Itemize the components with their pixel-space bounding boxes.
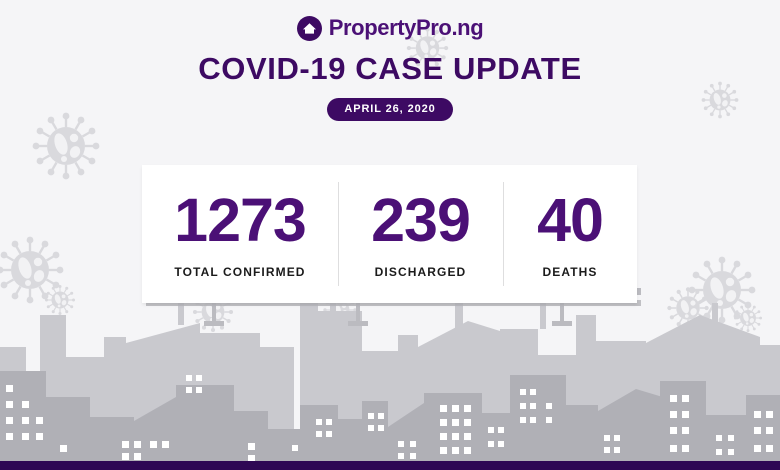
stat-value: 239	[371, 185, 471, 254]
city-skyline	[0, 285, 780, 470]
stat-label: DEATHS	[542, 264, 598, 279]
bottom-accent-bar	[0, 461, 780, 470]
stat-value: 1273	[174, 185, 307, 254]
home-icon	[296, 15, 322, 41]
page-title: COVID-19 CASE UPDATE	[198, 51, 582, 86]
brand-logo[interactable]: PropertyPro.ng	[0, 14, 780, 42]
stat-total-confirmed: 1273 TOTAL CONFIRMED	[142, 165, 338, 303]
brand-name: PropertyPro.ng	[328, 15, 484, 40]
stat-value: 40	[537, 185, 604, 254]
building-windows	[6, 375, 773, 462]
stat-deaths: 40 DEATHS	[503, 165, 637, 303]
poster-header: PropertyPro.ng COVID-19 CASE UPDATE APRI…	[0, 0, 780, 121]
stat-label: TOTAL CONFIRMED	[174, 264, 306, 279]
stat-discharged: 239 DISCHARGED	[338, 165, 503, 303]
stat-label: DISCHARGED	[374, 264, 467, 279]
status-badge: APRIL 26, 2020	[327, 98, 453, 121]
stats-card-shadow	[146, 300, 641, 306]
skyline-illustration	[0, 288, 780, 470]
stats-card: 1273 TOTAL CONFIRMED 239 DISCHARGED 40 D…	[142, 165, 637, 303]
date-badge-wrap: APRIL 26, 2020	[0, 98, 780, 121]
